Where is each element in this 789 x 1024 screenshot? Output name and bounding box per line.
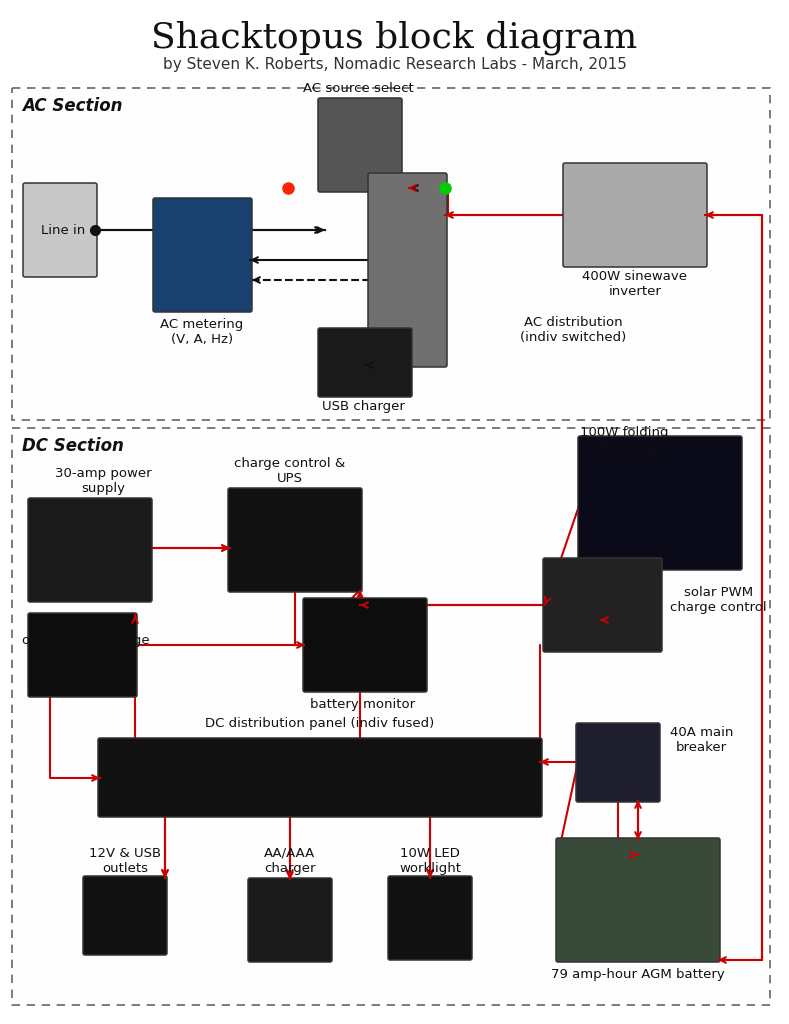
FancyBboxPatch shape: [318, 328, 412, 397]
Text: 30-amp power
supply: 30-amp power supply: [55, 467, 151, 495]
Text: AA/AAA
charger: AA/AAA charger: [264, 847, 316, 874]
FancyBboxPatch shape: [556, 838, 720, 962]
Text: DC distribution panel (indiv fused): DC distribution panel (indiv fused): [205, 717, 435, 730]
Text: by Steven K. Roberts, Nomadic Research Labs - March, 2015: by Steven K. Roberts, Nomadic Research L…: [163, 57, 626, 73]
Text: AC Section: AC Section: [22, 97, 122, 115]
FancyBboxPatch shape: [153, 198, 252, 312]
Text: solar PWM
charge control: solar PWM charge control: [670, 586, 767, 614]
Text: battery monitor: battery monitor: [310, 698, 416, 711]
FancyBboxPatch shape: [248, 878, 332, 962]
Text: 40A main
breaker: 40A main breaker: [670, 726, 733, 754]
FancyBboxPatch shape: [98, 738, 542, 817]
FancyBboxPatch shape: [563, 163, 707, 267]
FancyBboxPatch shape: [228, 488, 362, 592]
Text: AC distribution
(indiv switched): AC distribution (indiv switched): [520, 316, 626, 344]
Text: charge control &
UPS: charge control & UPS: [234, 457, 346, 485]
Text: Line in: Line in: [41, 223, 85, 237]
FancyBboxPatch shape: [83, 876, 167, 955]
Bar: [12, 428, 770, 1005]
FancyBboxPatch shape: [576, 723, 660, 802]
FancyBboxPatch shape: [23, 183, 97, 278]
Text: AC metering
(V, A, Hz): AC metering (V, A, Hz): [160, 318, 244, 346]
Text: over/under voltage
protection: over/under voltage protection: [22, 634, 150, 662]
Text: 400W sinewave
inverter: 400W sinewave inverter: [582, 270, 687, 298]
Text: Shacktopus block diagram: Shacktopus block diagram: [151, 20, 638, 55]
FancyBboxPatch shape: [28, 613, 137, 697]
FancyBboxPatch shape: [388, 876, 472, 961]
Text: DC Section: DC Section: [22, 437, 124, 455]
FancyBboxPatch shape: [578, 436, 742, 570]
FancyBboxPatch shape: [318, 98, 402, 193]
Text: AC source select: AC source select: [303, 82, 413, 95]
Text: 79 amp-hour AGM battery: 79 amp-hour AGM battery: [552, 968, 725, 981]
Bar: [12, 88, 770, 420]
FancyBboxPatch shape: [303, 598, 427, 692]
FancyBboxPatch shape: [543, 558, 662, 652]
Text: 12V & USB
outlets: 12V & USB outlets: [89, 847, 161, 874]
Text: 10W LED
worklight: 10W LED worklight: [399, 847, 461, 874]
FancyBboxPatch shape: [368, 173, 447, 367]
FancyBboxPatch shape: [28, 498, 152, 602]
Text: USB charger: USB charger: [322, 400, 405, 413]
Text: 100W folding
solar array: 100W folding solar array: [580, 426, 668, 454]
